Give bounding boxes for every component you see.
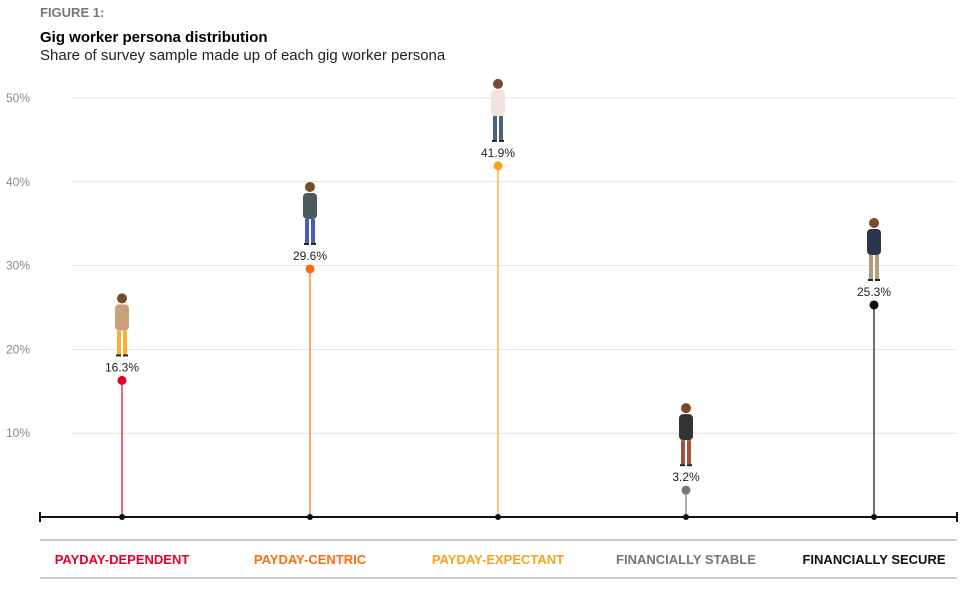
data-label: 16.3% [105, 360, 139, 374]
chart-subtitle: Share of survey sample made up of each g… [40, 47, 446, 64]
axis-tick-dot [119, 514, 125, 520]
person-illustration-icon [867, 217, 881, 281]
y-tick-label: 30% [6, 259, 30, 273]
category-label: PAYDAY-CENTRIC [254, 552, 367, 567]
y-tick-label: 10% [6, 426, 30, 440]
figure-label: FIGURE 1: [40, 5, 105, 20]
y-tick-label: 20% [6, 342, 30, 356]
data-point [493, 161, 503, 171]
axis-tick-dot [871, 514, 877, 520]
data-point [681, 485, 691, 495]
axis-tick-dot [495, 514, 501, 520]
data-label: 41.9% [481, 146, 515, 160]
chart-title: Gig worker persona distribution [40, 29, 268, 46]
category-label: PAYDAY-EXPECTANT [432, 552, 564, 567]
data-point [869, 300, 879, 310]
category-label: FINANCIALLY STABLE [616, 552, 756, 567]
person-illustration-icon [115, 293, 129, 357]
data-label: 29.6% [293, 249, 327, 263]
y-tick-label: 40% [6, 175, 30, 189]
data-point [117, 375, 127, 385]
data-point [305, 264, 315, 274]
data-label: 25.3% [857, 285, 891, 299]
category-label: PAYDAY-DEPENDENT [55, 552, 190, 567]
person-illustration-icon [491, 78, 505, 142]
person-illustration-icon [303, 181, 317, 245]
axis-tick-dot [683, 514, 689, 520]
data-label: 3.2% [672, 470, 700, 484]
axis-tick-dot [307, 514, 313, 520]
person-illustration-icon [679, 403, 693, 467]
y-tick-label: 50% [6, 91, 30, 105]
category-label: FINANCIALLY SECURE [802, 552, 945, 567]
